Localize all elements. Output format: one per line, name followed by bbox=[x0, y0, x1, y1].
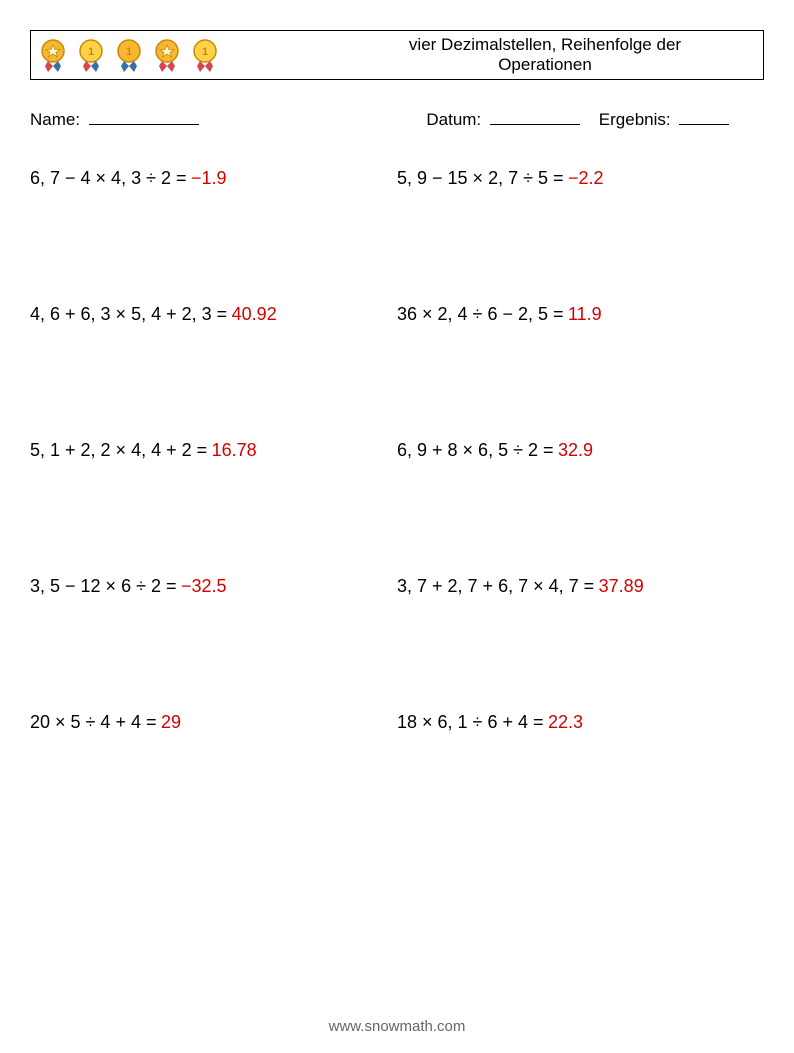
problem-cell: 3, 7 + 2, 7 + 6, 7 × 4, 7 =37.89 bbox=[397, 576, 764, 597]
answer: 16.78 bbox=[212, 440, 257, 461]
expression: 3, 7 + 2, 7 + 6, 7 × 4, 7 = bbox=[397, 576, 594, 597]
expression: 6, 7 − 4 × 4, 3 ÷ 2 = bbox=[30, 168, 187, 189]
result-label: Ergebnis: bbox=[599, 110, 671, 129]
expression: 20 × 5 ÷ 4 + 4 = bbox=[30, 712, 156, 733]
problem-cell: 5, 9 − 15 × 2, 7 ÷ 5 =−2.2 bbox=[397, 168, 764, 189]
problem-cell: 5, 1 + 2, 2 × 4, 4 + 2 =16.78 bbox=[30, 440, 397, 461]
name-blank bbox=[89, 106, 199, 125]
footer-url: www.snowmath.com bbox=[0, 1018, 794, 1035]
date-blank bbox=[490, 106, 580, 125]
problem-row: 5, 1 + 2, 2 × 4, 4 + 2 =16.786, 9 + 8 × … bbox=[30, 440, 764, 461]
answer: −1.9 bbox=[191, 168, 227, 189]
problem-cell: 20 × 5 ÷ 4 + 4 =29 bbox=[30, 712, 397, 733]
worksheet-page: 1 1 1 vier Dezimalstellen, Reihenfolge der… bbox=[0, 0, 794, 1053]
problem-cell: 4, 6 + 6, 3 × 5, 4 + 2, 3 =40.92 bbox=[30, 304, 397, 325]
medal-icon: 1 bbox=[115, 37, 143, 73]
problem-row: 20 × 5 ÷ 4 + 4 =2918 × 6, 1 ÷ 6 + 4 =22.… bbox=[30, 712, 764, 733]
answer: 22.3 bbox=[548, 712, 583, 733]
medal-icon: 1 bbox=[77, 37, 105, 73]
problem-cell: 6, 7 − 4 × 4, 3 ÷ 2 =−1.9 bbox=[30, 168, 397, 189]
name-field: Name: bbox=[30, 106, 426, 130]
date-label: Datum: bbox=[426, 110, 481, 129]
answer: 29 bbox=[161, 712, 181, 733]
expression: 5, 1 + 2, 2 × 4, 4 + 2 = bbox=[30, 440, 207, 461]
expression: 5, 9 − 15 × 2, 7 ÷ 5 = bbox=[397, 168, 564, 189]
expression: 4, 6 + 6, 3 × 5, 4 + 2, 3 = bbox=[30, 304, 227, 325]
svg-text:1: 1 bbox=[88, 46, 94, 58]
problem-cell: 6, 9 + 8 × 6, 5 ÷ 2 =32.9 bbox=[397, 440, 764, 461]
expression: 3, 5 − 12 × 6 ÷ 2 = bbox=[30, 576, 177, 597]
answer: −32.5 bbox=[181, 576, 227, 597]
title-line-1: vier Dezimalstellen, Reihenfolge der bbox=[409, 35, 681, 54]
problem-cell: 18 × 6, 1 ÷ 6 + 4 =22.3 bbox=[397, 712, 764, 733]
medal-icon bbox=[39, 37, 67, 73]
answer: 11.9 bbox=[568, 304, 602, 325]
answer: −2.2 bbox=[568, 168, 604, 189]
worksheet-title: vier Dezimalstellen, Reihenfolge der Ope… bbox=[219, 35, 755, 76]
title-line-2: Operationen bbox=[498, 55, 592, 74]
problem-cell: 3, 5 − 12 × 6 ÷ 2 =−32.5 bbox=[30, 576, 397, 597]
svg-text:1: 1 bbox=[202, 46, 208, 58]
info-row: Name: Datum: Ergebnis: bbox=[30, 106, 764, 130]
answer: 40.92 bbox=[232, 304, 277, 325]
medal-icon: 1 bbox=[191, 37, 219, 73]
medal-row: 1 1 1 bbox=[39, 37, 219, 73]
problem-row: 3, 5 − 12 × 6 ÷ 2 =−32.53, 7 + 2, 7 + 6,… bbox=[30, 576, 764, 597]
expression: 6, 9 + 8 × 6, 5 ÷ 2 = bbox=[397, 440, 554, 461]
problem-cell: 36 × 2, 4 ÷ 6 − 2, 5 =11.9 bbox=[397, 304, 764, 325]
date-result-field: Datum: Ergebnis: bbox=[426, 106, 764, 130]
svg-text:1: 1 bbox=[126, 46, 132, 58]
problem-row: 6, 7 − 4 × 4, 3 ÷ 2 =−1.95, 9 − 15 × 2, … bbox=[30, 168, 764, 189]
name-label: Name: bbox=[30, 110, 80, 129]
result-blank bbox=[679, 106, 729, 125]
answer: 32.9 bbox=[558, 440, 593, 461]
problem-row: 4, 6 + 6, 3 × 5, 4 + 2, 3 =40.9236 × 2, … bbox=[30, 304, 764, 325]
medal-icon bbox=[153, 37, 181, 73]
header-box: 1 1 1 vier Dezimalstellen, Reihenfolge der… bbox=[30, 30, 764, 80]
expression: 36 × 2, 4 ÷ 6 − 2, 5 = bbox=[397, 304, 564, 325]
answer: 37.89 bbox=[599, 576, 644, 597]
expression: 18 × 6, 1 ÷ 6 + 4 = bbox=[397, 712, 544, 733]
problems-grid: 6, 7 − 4 × 4, 3 ÷ 2 =−1.95, 9 − 15 × 2, … bbox=[30, 168, 764, 733]
